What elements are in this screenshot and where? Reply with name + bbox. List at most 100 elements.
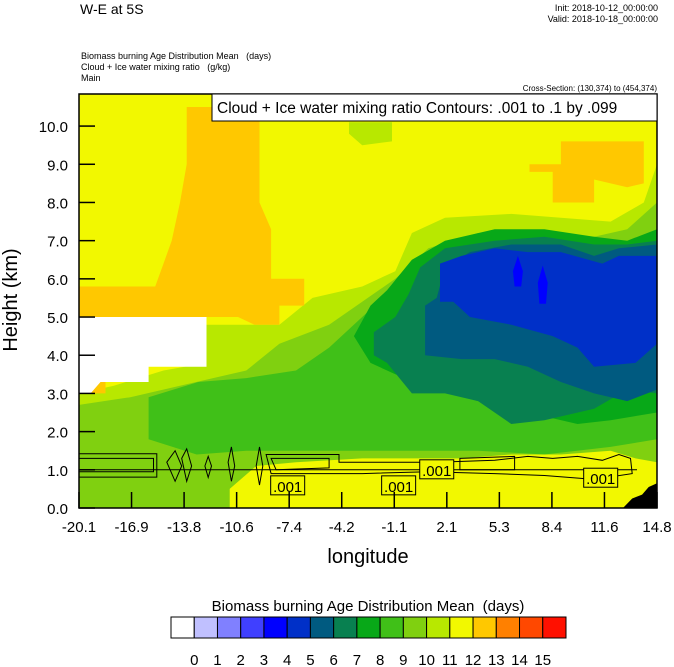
colorbar-swatch bbox=[240, 616, 265, 639]
colorbar-label: 11 bbox=[442, 652, 458, 667]
contour-line bbox=[255, 446, 264, 486]
filled-region-level-0 bbox=[79, 317, 207, 394]
contour-line bbox=[79, 457, 154, 473]
x-tick-label: -1.1 bbox=[381, 519, 407, 536]
x-tick-label: -20.1 bbox=[62, 519, 96, 536]
y-tick-label: 1.0 bbox=[47, 463, 68, 480]
x-tick-label: -16.9 bbox=[114, 519, 148, 536]
y-tick-label: 4.0 bbox=[47, 348, 68, 365]
x-tick-label: -10.6 bbox=[220, 519, 254, 536]
contour-line bbox=[181, 447, 193, 484]
terrain bbox=[623, 483, 657, 508]
valid-time: Valid: 2018-10-18_00:00:00 bbox=[548, 14, 658, 24]
colorbar-swatch bbox=[193, 616, 218, 639]
y-tick-label: 5.0 bbox=[47, 310, 68, 327]
contour-line bbox=[204, 454, 213, 480]
colorbar-label: 5 bbox=[306, 652, 314, 667]
colorbar-label: 10 bbox=[418, 652, 435, 667]
y-tick-label: 7.0 bbox=[47, 234, 68, 251]
y-tick-label: 6.0 bbox=[47, 272, 68, 289]
contour-line bbox=[265, 453, 633, 480]
x-tick-label: 14.8 bbox=[642, 519, 671, 536]
contour-label-box bbox=[381, 475, 417, 496]
field-label-3: Main bbox=[81, 73, 101, 83]
x-axis: -20.1 -16.9 -13.8 -10.6 -7.4 -4.2 -1.1 2.1 5.3 8.… bbox=[62, 492, 672, 536]
colorbar-swatch bbox=[333, 616, 358, 639]
contour-info-box bbox=[211, 93, 658, 122]
colorbar-label: 7 bbox=[353, 652, 361, 667]
x-tick-label: 2.1 bbox=[436, 519, 457, 536]
plot-main-title: W-E at 5S bbox=[80, 1, 144, 17]
colorbar-label: 6 bbox=[329, 652, 337, 667]
colorbar-label: 15 bbox=[534, 652, 551, 667]
colorbar-swatch bbox=[472, 616, 497, 639]
contour-lines bbox=[79, 446, 637, 486]
contour-label-box bbox=[583, 467, 619, 488]
contour-labels: .001 .001 .001 .001 bbox=[270, 459, 619, 496]
y-tick-label: 0.0 bbox=[47, 501, 68, 518]
contour-label: .001 bbox=[273, 479, 302, 496]
field-label-1: Biomass burning Age Distribution Mean (d… bbox=[81, 51, 271, 61]
colorbar-swatch bbox=[426, 616, 451, 639]
x-tick-label: -4.2 bbox=[329, 519, 355, 536]
contour-line bbox=[270, 457, 330, 471]
x-tick-label: -13.8 bbox=[167, 519, 201, 536]
colorbar-label: 3 bbox=[260, 652, 268, 667]
contour-info-text: Cloud + Ice water mixing ratio Contours:… bbox=[217, 100, 617, 117]
y-tick-label: 10.0 bbox=[39, 119, 68, 136]
colorbar-swatch bbox=[495, 616, 521, 639]
y-tick-label: 9.0 bbox=[47, 157, 68, 174]
colorbar-swatch bbox=[170, 616, 195, 639]
y-tick-label: 2.0 bbox=[47, 425, 68, 442]
colorbar-swatch bbox=[449, 616, 474, 639]
colorbar-swatch bbox=[402, 616, 428, 639]
colorbar-label: 14 bbox=[511, 652, 528, 667]
contour-line bbox=[227, 446, 236, 482]
colorbar-swatch bbox=[309, 616, 335, 639]
colorbar-swatch bbox=[379, 616, 404, 639]
colorbar-title: Biomass burning Age Distribution Mean (d… bbox=[212, 598, 525, 615]
filled-region-level-4 bbox=[512, 255, 523, 287]
init-time: Init: 2018-10-12_00:00:00 bbox=[555, 3, 658, 13]
y-axis: 0.0 1.0 2.0 3.0 4.0 5.0 6.0 7.0 8.0 9.0 10.0 bbox=[39, 119, 95, 518]
colorbar-swatch bbox=[519, 616, 544, 639]
contour-label: .001 bbox=[422, 463, 451, 480]
colorbar-label: 4 bbox=[283, 652, 291, 667]
x-axis-label: longitude bbox=[327, 546, 408, 568]
filled-region-level-13 bbox=[529, 141, 644, 203]
contour-label: .001 bbox=[586, 471, 615, 488]
colorbar-swatch bbox=[356, 616, 381, 639]
colorbar-label: 13 bbox=[488, 652, 505, 667]
filled-contours bbox=[79, 94, 657, 508]
field-label-2: Cloud + Ice water mixing ratio (g/kg) bbox=[81, 62, 230, 72]
contour-label-box bbox=[419, 459, 455, 480]
contour-label-box bbox=[270, 475, 306, 496]
colorbar-swatch bbox=[216, 616, 242, 639]
colorbar-label: 1 bbox=[213, 652, 221, 667]
filled-region-level-4 bbox=[537, 265, 548, 304]
y-tick-label: 8.0 bbox=[47, 195, 68, 212]
colorbar-swatch bbox=[286, 616, 311, 639]
y-tick-label: 3.0 bbox=[47, 386, 68, 403]
colorbar: 0 1 2 3 4 5 6 7 8 9 10 11 12 13 14 15 bbox=[170, 616, 567, 667]
contour-label: .001 bbox=[384, 479, 413, 496]
colorbar-label: 8 bbox=[376, 652, 384, 667]
colorbar-label: 2 bbox=[237, 652, 245, 667]
contour-line bbox=[166, 449, 183, 483]
colorbar-swatch bbox=[263, 616, 288, 639]
x-tick-label: 5.3 bbox=[489, 519, 510, 536]
filled-region-level-12 bbox=[229, 450, 657, 508]
filled-region-level-11 bbox=[349, 122, 392, 146]
x-tick-label: 8.4 bbox=[541, 519, 562, 536]
colorbar-label: 9 bbox=[399, 652, 407, 667]
colorbar-label: 12 bbox=[465, 652, 482, 667]
x-tick-label: -7.4 bbox=[276, 519, 302, 536]
colorbar-label: 0 bbox=[190, 652, 198, 667]
colorbar-swatch bbox=[542, 616, 567, 639]
y-axis-label: Height (km) bbox=[0, 248, 22, 351]
filled-region-level-13 bbox=[79, 107, 305, 325]
x-tick-label: 11.6 bbox=[590, 519, 618, 536]
filled-region-level-5 bbox=[440, 248, 657, 367]
contour-line bbox=[79, 453, 158, 478]
